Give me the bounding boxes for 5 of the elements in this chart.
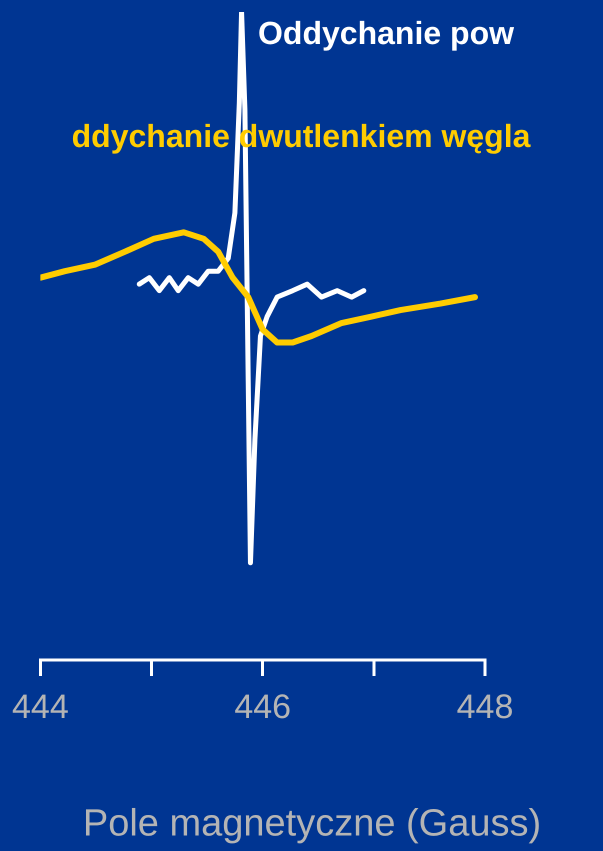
x-tick-label: 446	[234, 688, 292, 726]
x-axis-title: Pole magnetyczne (Gauss)	[82, 802, 542, 844]
series-label: Oddychanie pow	[258, 14, 514, 51]
x-tick-label: 448	[456, 688, 514, 726]
x-tick-label: 444	[12, 688, 69, 726]
